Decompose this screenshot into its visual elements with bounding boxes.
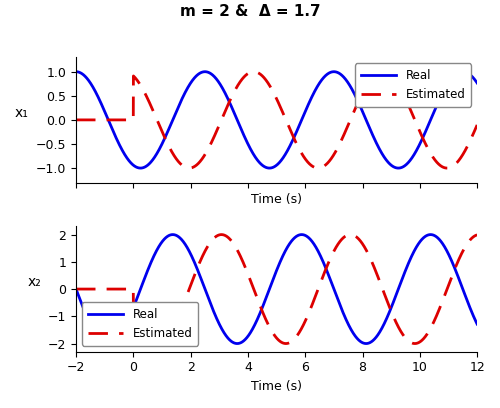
Estimated (142, 333, 148, 338)
Estimated (424, 333, 430, 338)
Line: Real: Real (76, 235, 477, 344)
Real (142, 164, 148, 169)
Real (466, 304, 472, 309)
Y-axis label: x₁: x₁ (15, 106, 29, 120)
Real (73, 69, 79, 74)
Estimated (244, 270, 250, 275)
Real (474, 322, 480, 326)
Real (474, 80, 480, 85)
Y-axis label: x₂: x₂ (27, 275, 41, 289)
X-axis label: Time (s): Time (s) (251, 193, 302, 206)
Legend: Real, Estimated: Real, Estimated (354, 63, 471, 107)
Real (466, 72, 472, 77)
Estimated (142, 92, 148, 97)
Line: Real: Real (76, 72, 477, 168)
Real (227, 338, 233, 343)
Real (119, 330, 125, 335)
Line: Estimated: Estimated (76, 235, 477, 344)
Estimated (466, 238, 472, 243)
Real (170, 232, 175, 237)
Estimated (380, 69, 386, 74)
Real (106, 341, 112, 346)
Estimated (423, 143, 429, 148)
Estimated (244, 71, 250, 76)
Estimated (444, 166, 450, 171)
Real (423, 128, 429, 133)
Text: m = 2 &  Δ = 1.7: m = 2 & Δ = 1.7 (180, 4, 320, 19)
Real (142, 273, 148, 278)
Real (227, 101, 233, 106)
Real (244, 335, 250, 339)
Estimated (474, 122, 480, 127)
Estimated (119, 286, 125, 291)
Line: Estimated: Estimated (76, 72, 477, 168)
Real (424, 233, 430, 238)
Estimated (119, 118, 125, 122)
Real (244, 140, 250, 145)
Estimated (348, 232, 354, 237)
Estimated (412, 341, 418, 346)
Estimated (227, 98, 233, 103)
Estimated (73, 286, 79, 291)
Legend: Real, Estimated: Real, Estimated (82, 302, 198, 346)
X-axis label: Time (s): Time (s) (251, 380, 302, 393)
Estimated (474, 233, 480, 237)
Real (73, 286, 79, 291)
Estimated (466, 140, 472, 144)
Real (119, 147, 125, 152)
Estimated (227, 237, 233, 242)
Estimated (73, 118, 79, 122)
Real (138, 166, 143, 171)
